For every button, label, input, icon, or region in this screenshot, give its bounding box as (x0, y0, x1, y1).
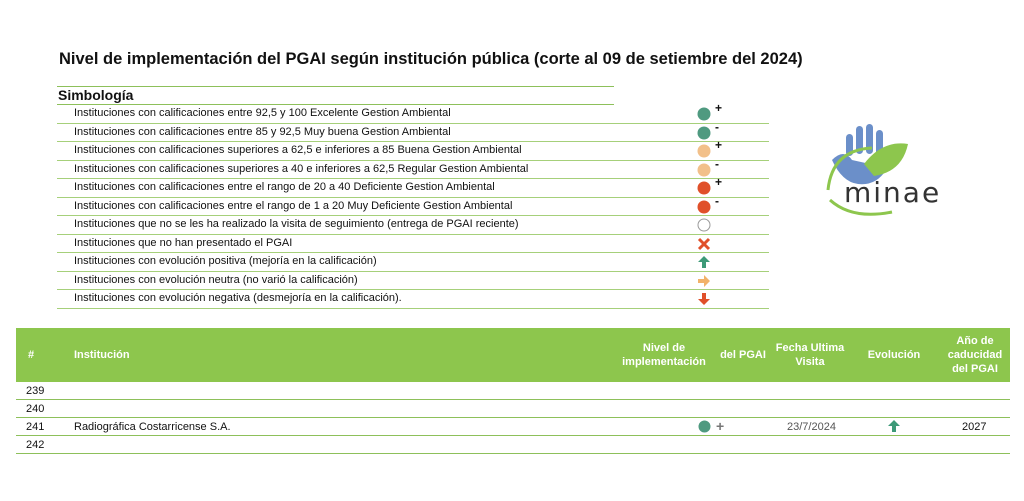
rating-dot-icon (697, 163, 711, 177)
arrow-right-icon (697, 274, 711, 288)
rating-mark: + (715, 101, 723, 115)
empty-circle-icon (697, 218, 711, 232)
legend-text: Instituciones con evolución neutra (no v… (74, 273, 358, 286)
legend-row: Instituciones con calificaciones superio… (57, 157, 769, 179)
logo-text: minae (844, 176, 941, 209)
minae-logo: minae (826, 124, 941, 216)
legend-text: Instituciones con evolución negativa (de… (74, 292, 402, 304)
col-institucion: Institución (74, 349, 130, 361)
legend-text: Instituciones con calificaciones superio… (74, 162, 529, 175)
legend-text: Instituciones con calificaciones entre 9… (74, 107, 451, 119)
row-number: 239 (26, 385, 45, 397)
legend-row: Instituciones con calificaciones entre 8… (57, 120, 769, 142)
institutions-table: # Institución Nivel de implementación de… (16, 328, 1010, 454)
legend-row: Instituciones con evolución negativa (de… (57, 290, 769, 309)
arrow-up-icon (888, 420, 900, 435)
rating-dot-icon (697, 200, 711, 214)
rating-mark: - (715, 193, 719, 208)
row-number: 240 (26, 403, 45, 415)
col-evolucion: Evolución (867, 349, 921, 361)
expiry-year: 2027 (962, 421, 987, 433)
rating-dot-icon (697, 181, 711, 195)
pgai-mark: + (716, 418, 725, 434)
table-row: 242 (16, 436, 1010, 454)
col-num: # (28, 349, 35, 361)
hand-icon (832, 124, 886, 185)
table-row: 240 (16, 400, 1010, 418)
rating-mark: + (715, 175, 723, 189)
col-fecha: Fecha Ultima Visita (775, 342, 845, 368)
rating-dot-icon (698, 420, 711, 436)
x-mark-icon (697, 237, 711, 251)
legend-text: Instituciones con calificaciones superio… (74, 144, 522, 156)
rating-mark: - (715, 119, 719, 134)
legend-text: Instituciones con evolución positiva (me… (74, 255, 377, 267)
rating-dot-icon (697, 126, 711, 140)
legend-text: Instituciones con calificaciones entre e… (74, 181, 495, 193)
legend-row: Instituciones con calificaciones superio… (57, 138, 769, 161)
row-number: 242 (26, 439, 45, 451)
visit-date: 23/7/2024 (787, 421, 836, 433)
col-anio: Año de caducidad del PGAI (947, 335, 1003, 375)
table-header: # Institución Nivel de implementación de… (16, 328, 1010, 382)
row-number: 241 (26, 421, 45, 433)
table-row: 239 (16, 382, 1010, 400)
legend-row: Instituciones con calificaciones entre e… (57, 194, 769, 216)
legend-text: Instituciones con calificaciones entre e… (74, 199, 513, 212)
rating-mark: - (715, 156, 719, 171)
legend-text: Instituciones que no se les ha realizado… (74, 218, 519, 230)
col-nivel: Nivel de implementación (622, 342, 706, 368)
arrow-down-icon (697, 292, 711, 306)
legend: Simbología Instituciones con calificacio… (57, 86, 769, 309)
rating-mark: + (715, 138, 723, 152)
legend-row: Instituciones con evolución positiva (me… (57, 253, 769, 272)
legend-row: Instituciones que no se les ha realizado… (57, 216, 769, 235)
legend-text: Instituciones que no han presentado el P… (74, 236, 293, 249)
legend-heading: Simbología (57, 86, 614, 105)
leaf-icon (864, 143, 908, 176)
table-row: 241 Radiográfica Costarricense S.A. +23/7/… (16, 418, 1010, 436)
legend-row: Instituciones con calificaciones entre 9… (57, 101, 769, 124)
col-del-pgai: del PGAI (720, 349, 766, 361)
page-title: Nivel de implementación del PGAI según i… (59, 50, 803, 68)
legend-row: Instituciones con calificaciones entre e… (57, 175, 769, 198)
legend-row: Instituciones que no han presentado el P… (57, 235, 769, 253)
institution-name: Radiográfica Costarricense S.A. (74, 421, 231, 433)
arrow-up-icon (697, 255, 711, 269)
rating-dot-icon (697, 107, 711, 121)
legend-row: Instituciones con evolución neutra (no v… (57, 272, 769, 290)
legend-text: Instituciones con calificaciones entre 8… (74, 125, 451, 138)
rating-dot-icon (697, 144, 711, 158)
